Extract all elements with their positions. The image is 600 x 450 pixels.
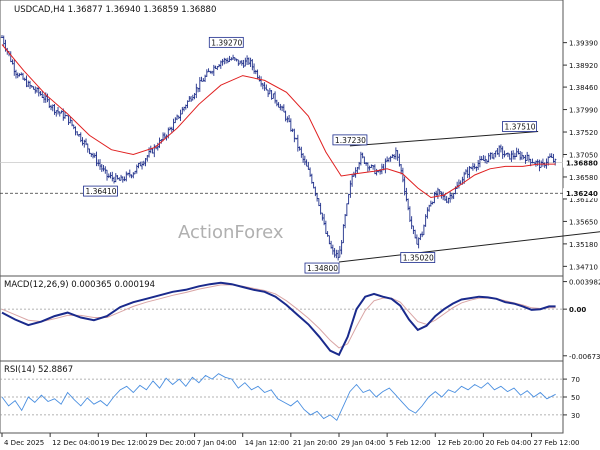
rsi-y-tick-label: 70 — [571, 376, 580, 384]
x-tick-label: 5 Feb 12:00 — [389, 439, 430, 447]
price-y-tick-label: 1.37050 — [569, 151, 598, 159]
price-y-tick-label: 1.37990 — [569, 107, 598, 115]
price-y-tick-label: 1.36580 — [569, 174, 598, 182]
x-tick-label: 14 Jan 12:00 — [245, 439, 289, 447]
price-label-box — [83, 185, 118, 197]
price-label-box — [332, 134, 368, 146]
macd-layer — [0, 281, 563, 357]
rsi-title: RSI(14) 52.8867 — [4, 365, 73, 375]
price-y-tick-label: 1.34710 — [569, 263, 598, 271]
rsi-layer — [0, 373, 563, 422]
price-y-tick-label: 1.38920 — [569, 62, 598, 70]
x-tick-label: 12 Feb 20:00 — [437, 439, 483, 447]
price-label-text: 1.37230 — [335, 136, 366, 145]
price-label-text: 1.39270 — [211, 38, 242, 47]
price-y-tick-label: 1.35650 — [569, 218, 598, 226]
channel-lower-line — [338, 231, 600, 263]
x-tick-label: 7 Jan 04:00 — [197, 439, 237, 447]
price-y-tick-label: 1.36120 — [569, 196, 598, 204]
macd-line — [1, 281, 556, 357]
current-price-tag-text: 1.36880 — [566, 160, 598, 168]
rsi-y-tick-label: 50 — [571, 394, 580, 402]
axis-layer: 1.39390 1.38920 1.38460 1.37990 1.37520 1.370… — [1, 40, 600, 447]
watermark: ActionForex — [178, 222, 284, 243]
x-tick-label: 4 Dec 2025 — [4, 439, 44, 447]
macd-title: MACD(12,26,9) 0.000365 0.000194 — [4, 280, 155, 290]
price-label-box — [502, 121, 537, 132]
rsi-line — [1, 373, 556, 422]
support-level-tag-text: 1.36240 — [566, 190, 598, 198]
price-label-text: 1.34800 — [307, 264, 338, 273]
moving-average-line — [1, 44, 556, 199]
x-tick-label: 29 Jan 04:00 — [341, 439, 385, 447]
support-level-tag-box — [563, 188, 600, 199]
price-y-tick-label: 1.39390 — [569, 40, 598, 48]
symbol-header: USDCAD,H4 1.36877 1.36940 1.36859 1.3688… — [14, 5, 216, 15]
price-layer: 1.39270 1.36410 1.37230 1.37510 1.35020 1.348… — [0, 34, 600, 274]
x-tick-label: 20 Feb 04:00 — [485, 439, 531, 447]
x-tick-label: 29 Dec 20:00 — [148, 439, 195, 447]
price-y-tick-label: 1.38460 — [569, 84, 598, 92]
channel-upper-line — [349, 131, 539, 147]
macd-signal-line — [1, 284, 556, 349]
x-tick-label: 12 Dec 04:00 — [52, 439, 99, 447]
price-label-box — [400, 252, 436, 263]
x-tick-label: 27 Feb 12:00 — [534, 439, 580, 447]
price-label-text: 1.37510 — [505, 123, 536, 132]
price-label-box — [208, 36, 244, 48]
current-price-tag-box — [563, 157, 600, 168]
macd-y-tick-label: 0.00 — [569, 306, 586, 314]
price-label-text: 1.36410 — [85, 187, 116, 196]
price-y-tick-label: 1.35180 — [569, 241, 598, 249]
price-label-text: 1.35020 — [403, 254, 434, 263]
x-tick-label: 19 Dec 12:00 — [100, 439, 147, 447]
price-label-box — [304, 262, 340, 274]
x-tick-label: 21 Jan 20:00 — [293, 439, 337, 447]
price-y-tick-label: 1.37520 — [569, 129, 598, 137]
rsi-y-tick-label: 30 — [571, 412, 580, 420]
macd-y-tick-label: 0.003982 — [569, 279, 600, 287]
